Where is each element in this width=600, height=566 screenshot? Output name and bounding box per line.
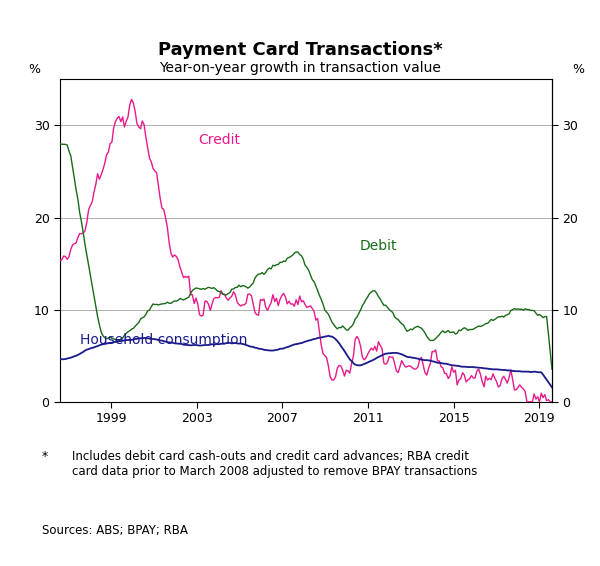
Text: *: *: [42, 450, 48, 463]
Text: %: %: [572, 63, 584, 76]
Text: Debit: Debit: [360, 239, 398, 253]
Text: Sources: ABS; BPAY; RBA: Sources: ABS; BPAY; RBA: [42, 524, 188, 537]
Text: Payment Card Transactions*: Payment Card Transactions*: [158, 41, 442, 59]
Text: Includes debit card cash-outs and credit card advances; RBA credit
card data pri: Includes debit card cash-outs and credit…: [72, 450, 478, 478]
Text: Year-on-year growth in transaction value: Year-on-year growth in transaction value: [159, 61, 441, 75]
Text: Credit: Credit: [198, 133, 240, 147]
Text: %: %: [28, 63, 40, 76]
Text: Household consumption: Household consumption: [80, 333, 247, 347]
